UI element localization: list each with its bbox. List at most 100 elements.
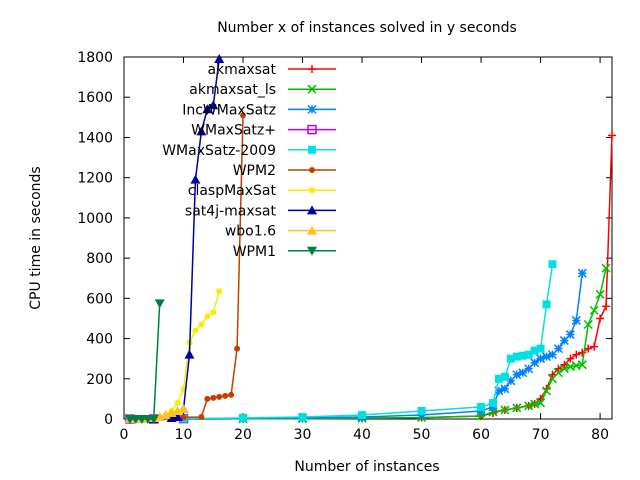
series-incwmaxsatz xyxy=(125,268,587,424)
legend: akmaxsat akmaxsat_ls IncWMaxSatz WMaxSatz+ W… xyxy=(162,62,336,260)
legend-item: WPM2 xyxy=(233,163,336,179)
legend-item: akmaxsat xyxy=(207,62,336,78)
data-point xyxy=(572,350,581,359)
data-point xyxy=(494,386,504,396)
data-point xyxy=(210,394,217,401)
legend-label: IncWMaxSatz xyxy=(182,102,276,118)
data-point xyxy=(578,348,587,357)
x-tick-label: 20 xyxy=(234,427,252,443)
data-point xyxy=(512,403,522,413)
data-point xyxy=(553,368,563,378)
data-point xyxy=(204,395,211,402)
data-point xyxy=(589,305,599,315)
y-tick-label: 1200 xyxy=(77,171,113,187)
data-point xyxy=(577,360,587,370)
legend-label: claspMaxSat xyxy=(188,183,277,199)
data-point xyxy=(542,352,552,362)
data-point xyxy=(239,413,248,422)
series-line xyxy=(129,273,583,420)
data-point xyxy=(202,104,213,114)
data-point xyxy=(210,309,217,316)
data-point xyxy=(417,410,427,420)
legend-label: akmaxsat xyxy=(207,62,276,78)
x-tick-label: 60 xyxy=(472,427,490,443)
legend-marker xyxy=(307,205,317,215)
data-point xyxy=(500,372,509,381)
data-point xyxy=(590,342,599,351)
data-point xyxy=(584,344,593,353)
data-point xyxy=(214,54,225,64)
data-point xyxy=(488,398,497,407)
legend-label: sat4j-maxsat xyxy=(185,203,277,219)
data-point xyxy=(222,392,229,399)
x-tick-label: 0 xyxy=(120,427,129,443)
x-tick-label: 40 xyxy=(353,427,371,443)
legend-marker xyxy=(307,225,317,235)
data-point xyxy=(566,354,575,363)
data-point xyxy=(559,364,569,374)
y-axis-label: CPU time in seconds xyxy=(28,166,44,309)
legend-item: sat4j-maxsat xyxy=(185,203,336,219)
data-point xyxy=(216,288,223,295)
data-point xyxy=(512,370,522,380)
legend-marker xyxy=(307,84,317,94)
series-line xyxy=(129,268,607,420)
y-tick-label: 1600 xyxy=(77,90,113,106)
data-point xyxy=(494,374,503,383)
data-point xyxy=(298,412,307,421)
data-point xyxy=(180,414,187,421)
axes: 0 10 20 30 40 50 60 70 8002004006008001000120014… xyxy=(77,50,613,443)
series-line xyxy=(129,264,554,420)
data-point xyxy=(595,289,605,299)
legend-label: WMaxSatz+ xyxy=(191,123,276,139)
data-point xyxy=(417,406,426,415)
legend-label: WPM2 xyxy=(233,163,276,179)
data-point xyxy=(553,344,563,354)
y-tick-label: 200 xyxy=(86,372,113,388)
data-point xyxy=(542,386,552,396)
data-point xyxy=(208,100,219,110)
legend-item: wbo1.6 xyxy=(225,224,336,240)
x-tick-label: 10 xyxy=(175,427,193,443)
data-point xyxy=(506,376,516,386)
legend-marker xyxy=(307,104,317,114)
data-point xyxy=(234,345,241,352)
data-point xyxy=(506,354,515,363)
legend-marker xyxy=(307,124,317,135)
legend-marker xyxy=(307,246,317,256)
data-point xyxy=(596,314,605,323)
data-point xyxy=(192,327,199,334)
series-layer xyxy=(124,54,616,424)
legend-marker xyxy=(308,145,316,154)
data-point xyxy=(190,174,201,184)
data-point xyxy=(530,346,539,355)
data-point xyxy=(524,364,534,374)
data-point xyxy=(577,268,587,278)
legend-label: akmaxsat_ls xyxy=(189,82,276,98)
data-point xyxy=(358,410,367,419)
series-claspmaxsat xyxy=(126,288,223,422)
data-point xyxy=(547,350,558,360)
data-point xyxy=(198,413,205,420)
y-tick-label: 600 xyxy=(86,291,113,307)
x-axis-label: Number of instances xyxy=(294,459,439,475)
data-point xyxy=(536,344,545,353)
y-tick-label: 1400 xyxy=(77,130,113,146)
legend-item: WMaxSatz-2009 xyxy=(162,143,336,159)
legend-label: WMaxSatz-2009 xyxy=(162,143,276,159)
legend-label: wbo1.6 xyxy=(225,224,276,240)
data-point xyxy=(178,403,189,413)
legend-label: WPM1 xyxy=(233,244,276,260)
data-point xyxy=(583,319,593,330)
x-tick-label: 30 xyxy=(294,427,312,443)
legend-item: WMaxSatz+ xyxy=(191,123,336,139)
series-akmaxsat xyxy=(125,131,616,423)
y-tick-label: 400 xyxy=(86,332,113,348)
data-point xyxy=(542,300,551,309)
data-point xyxy=(228,391,235,398)
data-point xyxy=(560,360,569,369)
legend-marker xyxy=(309,187,315,194)
series-line xyxy=(129,135,613,420)
data-point xyxy=(196,126,207,136)
